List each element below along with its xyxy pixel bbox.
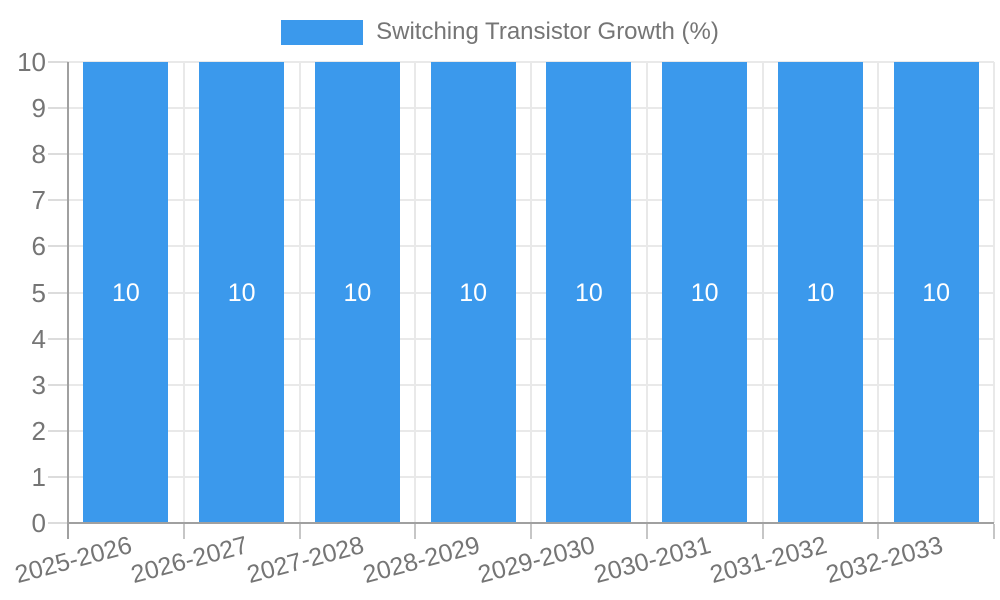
y-axis-label: 2 bbox=[31, 415, 46, 446]
bar-value-label: 10 bbox=[922, 278, 951, 307]
x-tick bbox=[877, 524, 880, 539]
gridline-x bbox=[993, 62, 995, 523]
y-tick bbox=[48, 337, 68, 340]
y-tick bbox=[48, 429, 68, 432]
bar bbox=[314, 62, 400, 523]
y-tick bbox=[48, 245, 68, 248]
gridline-x bbox=[414, 62, 417, 523]
gridline-x bbox=[645, 62, 648, 523]
x-axis-label: 2032-2033 bbox=[822, 531, 946, 589]
x-axis-label: 2025-2026 bbox=[12, 531, 136, 589]
y-tick bbox=[48, 383, 68, 386]
bar-value-label: 10 bbox=[343, 278, 372, 307]
bar bbox=[777, 62, 863, 523]
x-tick bbox=[530, 524, 532, 539]
gridline-x bbox=[298, 62, 301, 523]
y-axis-label: 3 bbox=[31, 369, 46, 400]
y-axis-label: 8 bbox=[31, 139, 46, 170]
bar bbox=[546, 62, 632, 523]
y-axis-label: 7 bbox=[31, 185, 46, 216]
bar-value-label: 10 bbox=[111, 278, 140, 307]
bar bbox=[199, 62, 285, 523]
y-axis-line bbox=[67, 62, 69, 539]
y-axis-label: 10 bbox=[17, 47, 46, 77]
y-axis-label: 5 bbox=[31, 277, 46, 308]
legend-label: Switching Transistor Growth (%) bbox=[376, 18, 719, 45]
x-axis-label: 2029-2030 bbox=[475, 531, 599, 589]
y-tick bbox=[48, 153, 68, 156]
bar-value-label: 10 bbox=[690, 278, 719, 307]
x-tick bbox=[993, 524, 995, 539]
bar-value-label: 10 bbox=[227, 278, 256, 307]
chart-legend: Switching Transistor Growth (%) bbox=[0, 18, 1000, 46]
y-axis-label: 1 bbox=[31, 461, 46, 492]
x-tick bbox=[414, 524, 417, 539]
y-tick bbox=[48, 199, 68, 202]
y-tick bbox=[48, 522, 68, 524]
y-tick bbox=[48, 107, 68, 110]
gridline-x bbox=[530, 62, 532, 523]
y-axis-label: 4 bbox=[31, 323, 46, 354]
gridline-x bbox=[182, 62, 185, 523]
x-tick bbox=[182, 524, 185, 539]
y-axis-label: 6 bbox=[31, 231, 46, 262]
x-axis-label: 2030-2031 bbox=[591, 531, 714, 589]
bar-value-label: 10 bbox=[574, 278, 603, 307]
bar bbox=[662, 62, 748, 523]
x-axis-line bbox=[68, 522, 994, 524]
x-axis-label: 2028-2029 bbox=[359, 531, 483, 589]
x-axis-label: 2031-2032 bbox=[706, 531, 830, 589]
bar-value-label: 10 bbox=[806, 278, 835, 307]
gridline-x bbox=[877, 62, 880, 523]
x-axis-label: 2026-2027 bbox=[128, 531, 251, 589]
y-axis-label: 9 bbox=[31, 93, 46, 124]
y-axis-label: 0 bbox=[31, 508, 46, 538]
gridline-x bbox=[761, 62, 764, 523]
x-tick bbox=[761, 524, 764, 539]
bar bbox=[430, 62, 516, 523]
x-tick bbox=[645, 524, 648, 539]
bar-value-label: 10 bbox=[459, 278, 488, 307]
bar bbox=[83, 62, 169, 523]
y-tick bbox=[48, 475, 68, 478]
legend-swatch-icon bbox=[281, 19, 364, 45]
bar bbox=[893, 62, 979, 523]
y-tick bbox=[48, 291, 68, 294]
x-tick bbox=[298, 524, 301, 539]
y-tick bbox=[48, 61, 68, 63]
x-axis-label: 2027-2028 bbox=[243, 531, 367, 589]
